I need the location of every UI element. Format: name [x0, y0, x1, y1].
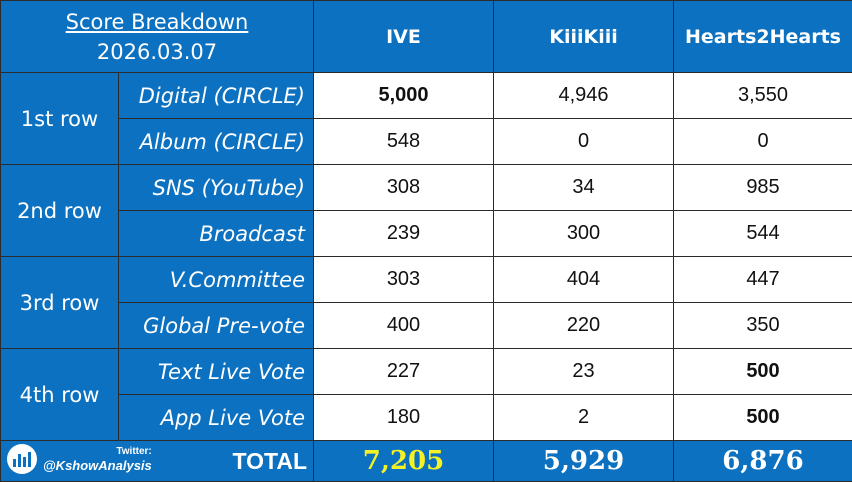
score-cell: 2 — [494, 395, 674, 441]
score-cell: 34 — [494, 165, 674, 211]
score-cell: 985 — [674, 165, 852, 211]
total-score-ive: 7,205 — [314, 441, 494, 482]
group-label: 1st row — [1, 73, 119, 165]
category-label: Text Live Vote — [119, 349, 314, 395]
total-score-kiiikiii: 5,929 — [494, 441, 674, 482]
score-cell: 500 — [674, 349, 852, 395]
contestant-header-hearts2hearts: Hearts2Hearts — [674, 1, 852, 73]
category-label: Broadcast — [119, 211, 314, 257]
category-label: Global Pre-vote — [119, 303, 314, 349]
group-label: 4th row — [1, 349, 119, 441]
score-cell: 500 — [674, 395, 852, 441]
score-cell: 303 — [314, 257, 494, 303]
score-cell: 227 — [314, 349, 494, 395]
score-cell: 0 — [674, 119, 852, 165]
group-label: 3rd row — [1, 257, 119, 349]
category-label: V.Committee — [119, 257, 314, 303]
score-cell: 180 — [314, 395, 494, 441]
table-title: Score Breakdown — [1, 7, 313, 37]
total-label-cell: Twitter: @KshowAnalysis TOTAL — [1, 441, 314, 482]
contestant-header-kiiikiii: KiiiKiii — [494, 1, 674, 73]
score-cell: 350 — [674, 303, 852, 349]
score-cell: 548 — [314, 119, 494, 165]
score-cell: 447 — [674, 257, 852, 303]
contestant-header-ive: IVE — [314, 1, 494, 73]
total-label: TOTAL — [232, 448, 307, 474]
score-cell: 0 — [494, 119, 674, 165]
category-label: SNS (YouTube) — [119, 165, 314, 211]
group-label: 2nd row — [1, 165, 119, 257]
score-cell: 544 — [674, 211, 852, 257]
score-cell: 308 — [314, 165, 494, 211]
category-label: Digital (CIRCLE) — [119, 73, 314, 119]
score-cell: 239 — [314, 211, 494, 257]
score-cell: 300 — [494, 211, 674, 257]
twitter-badge: Twitter: @KshowAnalysis — [7, 441, 152, 477]
twitter-handle: @KshowAnalysis — [43, 459, 152, 473]
table-title-cell: Score Breakdown 2026.03.07 — [1, 1, 314, 73]
score-cell: 220 — [494, 303, 674, 349]
score-cell: 400 — [314, 303, 494, 349]
bar-chart-icon — [7, 444, 37, 474]
twitter-label: Twitter: — [43, 445, 152, 459]
score-cell: 404 — [494, 257, 674, 303]
category-label: App Live Vote — [119, 395, 314, 441]
score-cell: 23 — [494, 349, 674, 395]
table-date: 2026.03.07 — [1, 37, 313, 67]
category-label: Album (CIRCLE) — [119, 119, 314, 165]
total-score-hearts2hearts: 6,876 — [674, 441, 852, 482]
score-cell: 4,946 — [494, 73, 674, 119]
score-cell: 5,000 — [314, 73, 494, 119]
score-cell: 3,550 — [674, 73, 852, 119]
